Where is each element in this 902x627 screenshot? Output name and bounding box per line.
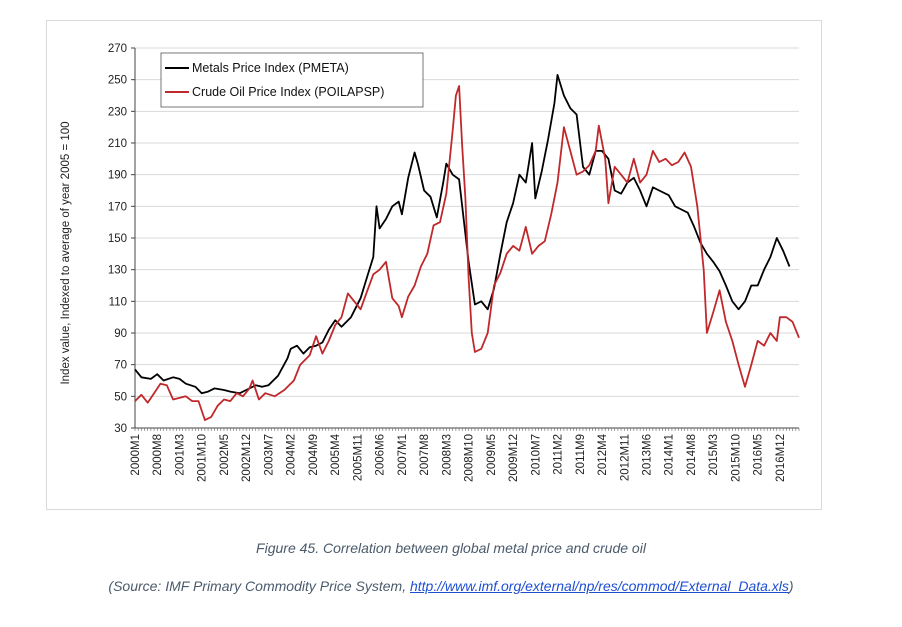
y-axis-title: Index value, Indexed to average of year … (60, 121, 72, 384)
legend: Metals Price Index (PMETA) Crude Oil Pri… (160, 52, 424, 108)
y-tick-label: 270 (108, 43, 127, 55)
x-tick-label: 2000M8 (152, 434, 164, 476)
x-tick-label: 2003M7 (263, 434, 275, 476)
source-line: (Source: IMF Primary Commodity Price Sys… (0, 578, 902, 594)
x-tick-label: 2015M10 (730, 434, 742, 482)
x-tick-label: 2001M3 (174, 434, 186, 476)
figure-caption: Figure 45. Correlation between global me… (256, 540, 646, 556)
x-tick-label: 2012M4 (597, 433, 609, 475)
x-tick-label: 2008M3 (441, 434, 453, 476)
source-suffix: ) (788, 578, 794, 594)
x-tick-label: 2014M1 (664, 434, 676, 476)
x-tick-label: 2016M12 (775, 434, 787, 482)
x-tick-label: 2011M2 (553, 434, 565, 475)
line-chart: 30 50 70 90 110 130 150 170 190 210 230 250 270 2000… (60, 43, 800, 482)
x-tick-label: 2007M1 (397, 434, 409, 476)
chart-frame: 30 50 70 90 110 130 150 170 190 210 230 250 270 2000… (46, 20, 822, 510)
x-tick-label: 2013M6 (642, 434, 654, 476)
x-tick-label: 2012M11 (619, 434, 631, 481)
x-tick-label: 2016M5 (753, 434, 765, 476)
y-tick-label: 110 (109, 296, 127, 308)
y-tick-label: 50 (114, 391, 127, 403)
y-tick-label: 130 (108, 265, 127, 277)
y-tick-label: 90 (114, 328, 127, 340)
y-tick-label: 30 (114, 423, 127, 435)
x-tick-label: 2007M8 (419, 434, 431, 476)
x-tick-label: 2004M9 (308, 434, 320, 476)
x-tick-label: 2002M12 (241, 434, 253, 482)
x-tick-label: 2015M3 (708, 434, 720, 476)
y-tick-label: 210 (108, 138, 127, 150)
y-tick-label: 190 (108, 170, 127, 182)
x-tick-label: 2005M11 (352, 434, 364, 481)
legend-label-oil: Crude Oil Price Index (POILAPSP) (192, 85, 384, 99)
y-tick-label: 70 (114, 360, 127, 372)
series-lines (134, 74, 800, 421)
series-line-oil (134, 85, 800, 421)
legend-label-metals: Metals Price Index (PMETA) (192, 61, 349, 75)
x-tick-label: 2009M12 (508, 434, 520, 482)
y-tick-label: 230 (108, 106, 127, 118)
x-tick-label: 2011M9 (575, 434, 587, 475)
x-tick-label: 2010M7 (530, 434, 542, 476)
y-axis-ticks: 30 50 70 90 110 130 150 170 190 210 230 250 270 (108, 43, 135, 435)
y-tick-label: 170 (108, 201, 127, 213)
x-tick-label: 2002M5 (219, 434, 231, 476)
x-tick-label: 2001M10 (197, 434, 209, 482)
x-tick-label: 2009M5 (486, 434, 498, 476)
x-tick-label: 2014M8 (686, 434, 698, 476)
series-line-metals (134, 74, 791, 395)
x-tick-label: 2000M1 (130, 434, 142, 476)
x-axis-ticks: 2000M1 2000M8 2001M3 2001M10 2002M5 2002M12 20… (130, 433, 787, 482)
legend-box (160, 52, 424, 108)
x-tick-label: 2008M10 (464, 434, 476, 482)
y-tick-label: 250 (108, 75, 127, 87)
x-tick-label: 2006M6 (375, 434, 387, 476)
source-link[interactable]: http://www.imf.org/external/np/res/commo… (409, 578, 789, 594)
axes (134, 48, 800, 431)
x-tick-label: 2004M2 (286, 434, 298, 476)
source-prefix: (Source: IMF Primary Commodity Price Sys… (108, 578, 410, 594)
x-tick-label: 2005M4 (330, 433, 342, 475)
y-tick-label: 150 (108, 233, 127, 245)
